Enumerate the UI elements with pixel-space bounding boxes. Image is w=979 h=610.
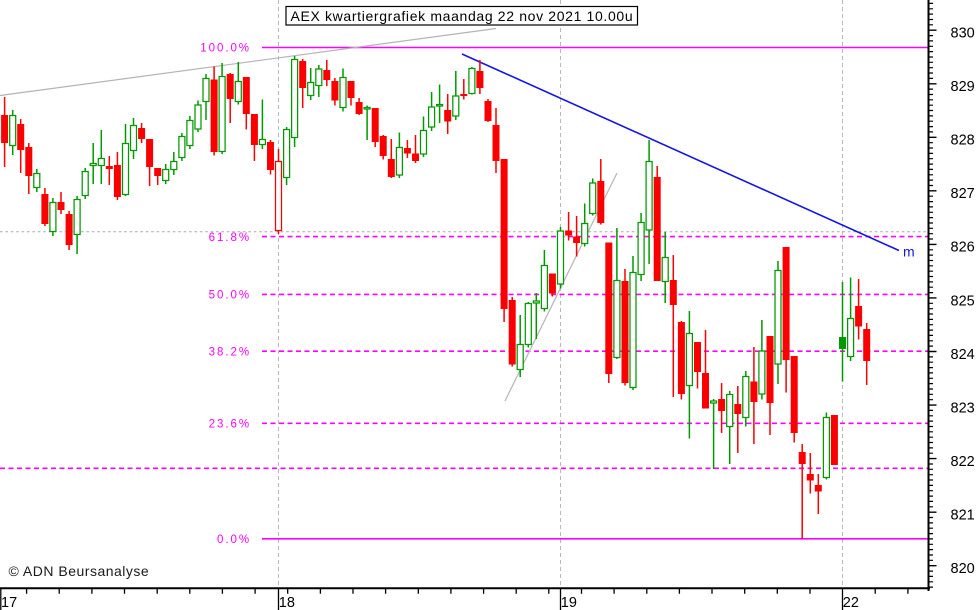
svg-text:830: 830: [951, 26, 975, 42]
svg-text:22: 22: [843, 595, 859, 610]
svg-text:100.0%: 100.0%: [200, 43, 251, 55]
svg-text:824: 824: [951, 347, 975, 363]
svg-text:19: 19: [561, 595, 577, 610]
svg-text:50.0%: 50.0%: [209, 290, 251, 302]
svg-text:820: 820: [951, 561, 975, 577]
svg-text:23.6%: 23.6%: [209, 419, 251, 431]
svg-text:0.0%: 0.0%: [217, 534, 251, 546]
svg-text:828: 828: [951, 133, 975, 149]
svg-text:38.2%: 38.2%: [209, 346, 251, 358]
svg-text:17: 17: [1, 595, 17, 610]
svg-text:827: 827: [951, 186, 975, 202]
svg-text:61.8%: 61.8%: [209, 232, 251, 244]
svg-text:AEX kwartiergrafiek maandag 22: AEX kwartiergrafiek maandag 22 nov 2021 …: [291, 8, 634, 24]
svg-text:825: 825: [951, 293, 975, 309]
svg-text:829: 829: [951, 79, 975, 95]
svg-text:822: 822: [951, 454, 975, 470]
svg-text:18: 18: [279, 595, 295, 610]
svg-text:© ADN Beursanalyse: © ADN Beursanalyse: [9, 563, 150, 579]
svg-text:821: 821: [951, 507, 975, 523]
svg-text:823: 823: [951, 400, 975, 416]
svg-text:826: 826: [951, 240, 975, 256]
svg-text:m: m: [903, 244, 915, 260]
